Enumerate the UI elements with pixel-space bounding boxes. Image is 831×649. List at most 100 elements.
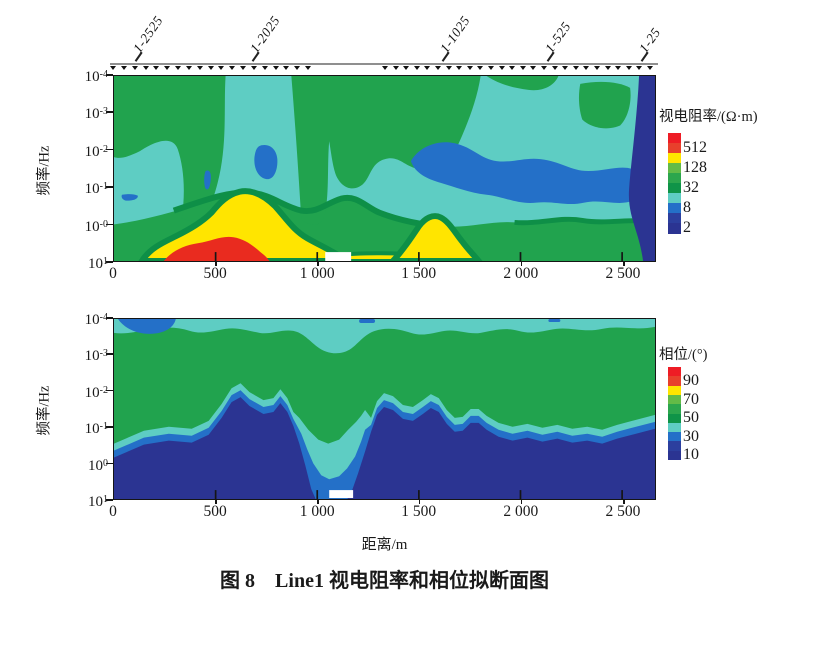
y-tick-mark bbox=[106, 261, 113, 263]
station-marker-icon bbox=[185, 66, 192, 70]
colorbar-segment bbox=[668, 394, 681, 405]
y-tick-mark bbox=[106, 426, 113, 428]
contour-blue-dash-west bbox=[121, 194, 138, 201]
y-tick-mark bbox=[106, 317, 113, 319]
station-marker-icon bbox=[382, 66, 388, 70]
y-tick-mark bbox=[106, 353, 113, 356]
y-tick-label: 10-3 bbox=[84, 348, 108, 365]
colorbar-tick-label: 2 bbox=[683, 219, 691, 236]
x-tick-mark bbox=[317, 500, 319, 504]
x-tick-label: 500 bbox=[203, 265, 227, 282]
x-tick-mark bbox=[418, 500, 421, 504]
contour-green-topright-strip bbox=[486, 76, 559, 91]
y-tick-label: 10-0 bbox=[84, 218, 108, 235]
contour-red-core bbox=[163, 236, 270, 261]
colorbar-segment bbox=[668, 376, 681, 387]
colorbar-segment bbox=[668, 163, 681, 174]
figure-caption: 图 8 Line1 视电阻率和相位拟断面图 bbox=[220, 570, 549, 592]
station-marker-icon bbox=[424, 66, 431, 70]
x-tick-label: 1 000 bbox=[299, 265, 335, 282]
x-tick-mark bbox=[215, 262, 217, 266]
x-tick-mark bbox=[317, 262, 319, 266]
colorbar-tick-label: 50 bbox=[683, 409, 699, 427]
phase-pseudosection bbox=[113, 318, 656, 500]
y-tick-label: 100 bbox=[88, 457, 108, 474]
colorbar-tick-label: 512 bbox=[683, 139, 707, 156]
station-label: 1-525 bbox=[541, 18, 574, 56]
contour-yellow-west bbox=[138, 188, 353, 261]
resistivity-legend-title: 视电阻率/(Ω·m) bbox=[659, 109, 758, 125]
y-tick-mark bbox=[106, 223, 113, 226]
x-tick-mark bbox=[520, 500, 523, 504]
y-tick-mark bbox=[106, 74, 113, 76]
x-tick-mark bbox=[418, 262, 421, 266]
y-tick-label: 10-4 bbox=[84, 69, 108, 85]
contour-blue-small-blob bbox=[254, 144, 278, 180]
station-line bbox=[110, 63, 658, 65]
colorbar-segment bbox=[668, 133, 681, 144]
colorbar-segment bbox=[668, 203, 681, 214]
y-tick-label: 10-2 bbox=[84, 384, 108, 401]
station-marker-icon bbox=[594, 66, 600, 70]
y-axis-label-resistivity: 频率/Hz bbox=[36, 145, 53, 196]
station-marker-icon bbox=[240, 66, 246, 70]
station-marker-icon bbox=[250, 66, 257, 70]
y-tick-label: 10-2 bbox=[84, 143, 108, 160]
station-marker-icon bbox=[403, 66, 410, 70]
y-tick-mark bbox=[106, 111, 113, 114]
station-marker-icon bbox=[551, 66, 558, 70]
data-gap-white bbox=[329, 490, 354, 499]
colorbar-segment bbox=[668, 213, 681, 224]
station-label: 1-2525 bbox=[129, 13, 166, 56]
x-tick-label: 1 500 bbox=[401, 503, 437, 520]
colorbar-tick-label: 30 bbox=[683, 427, 699, 445]
x-tick-mark bbox=[520, 262, 523, 266]
station-marker-icon bbox=[604, 66, 611, 70]
x-tick-label: 1 000 bbox=[299, 503, 335, 520]
station-marker-icon bbox=[164, 66, 171, 70]
x-tick-label: 1 500 bbox=[401, 265, 437, 282]
phase-cyan-top-band bbox=[114, 319, 655, 354]
y-tick-label: 10-1 bbox=[84, 181, 108, 198]
y-tick-label: 101 bbox=[88, 256, 108, 272]
y-tick-mark bbox=[106, 389, 113, 392]
station-marker-icon bbox=[142, 66, 149, 70]
station-marker-icon bbox=[305, 66, 311, 70]
colorbar-segment bbox=[668, 143, 681, 154]
station-marker-icon bbox=[498, 66, 505, 70]
station-marker-icon bbox=[509, 66, 516, 70]
y-tick-mark bbox=[106, 462, 113, 465]
station-label: 1-25 bbox=[635, 24, 664, 56]
station-marker-icon bbox=[530, 66, 537, 70]
colorbar-tick-label: 8 bbox=[683, 199, 691, 216]
station-marker-icon bbox=[294, 66, 301, 70]
y-tick-label: 10-4 bbox=[84, 312, 108, 328]
colorbar-tick-label: 32 bbox=[683, 179, 699, 196]
colorbar-tick-label: 10 bbox=[683, 446, 699, 464]
station-marker-icon bbox=[477, 66, 484, 70]
station-marker-icon bbox=[572, 66, 579, 70]
colorbar-segment bbox=[668, 432, 681, 442]
phase-blue-topleft-blob bbox=[117, 319, 176, 334]
contour-yellow-east bbox=[388, 213, 483, 261]
contour-darkgreen-ribbon-right bbox=[514, 216, 653, 226]
station-marker-icon bbox=[229, 66, 236, 70]
colorbar-segment bbox=[668, 173, 681, 184]
colorbar-segment bbox=[668, 422, 681, 433]
station-label: 1-1025 bbox=[436, 13, 473, 56]
station-marker-icon bbox=[110, 66, 116, 70]
colorbar-segment bbox=[668, 183, 681, 194]
inner-x-ticks bbox=[214, 490, 623, 499]
colorbar-segment bbox=[668, 367, 681, 377]
contour-blue-east-mass bbox=[410, 142, 634, 205]
station-marker-icon bbox=[218, 66, 225, 70]
colorbar-segment bbox=[668, 193, 681, 204]
x-tick-label: 2 500 bbox=[605, 503, 641, 520]
resistivity-pseudosection bbox=[113, 75, 656, 262]
x-tick-label: 2 500 bbox=[605, 265, 641, 282]
station-marker-icon bbox=[615, 66, 622, 70]
station-marker-icon bbox=[261, 66, 268, 70]
colorbar-segment bbox=[668, 223, 681, 234]
x-tick-mark bbox=[622, 500, 625, 504]
contour-green-center bbox=[291, 76, 481, 225]
